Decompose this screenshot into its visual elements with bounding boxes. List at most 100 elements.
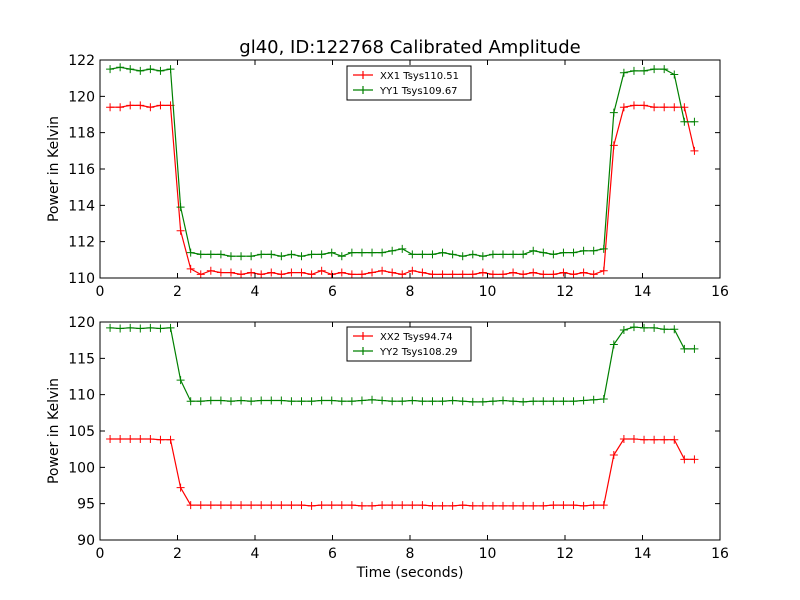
data-point [317,396,326,405]
data-point [438,248,447,257]
data-point [327,248,336,257]
data-point [136,324,145,333]
x-tick-label: 2 [173,546,182,562]
data-point [418,397,427,406]
data-point [458,270,467,279]
chart-panel-2: 0 2 4 6 8 10 12 14 16 90 95 100 105 110 115 120 Power in… [46,315,729,581]
data-point [297,252,306,261]
y-tick-label: 120 [68,315,95,331]
data-point [267,250,276,259]
data-point [216,250,225,259]
data-point [257,270,266,279]
legend-label: YY2 Tsys108.29 [379,347,458,358]
data-point [619,434,628,443]
data-point [206,250,215,259]
data-point [408,250,417,259]
legend: XX1 Tsys110.51 YY1 Tsys109.67 [346,65,472,101]
data-point [448,250,457,259]
data-point [529,501,538,510]
data-point [156,324,165,333]
x-tick-label: 14 [634,546,652,562]
data-point [499,501,507,510]
x-tick-label: 8 [406,284,415,300]
data-point [347,501,356,510]
data-point [509,501,518,510]
x-tick-label: 10 [479,284,497,300]
data-point [357,396,366,405]
x-tick-label: 12 [556,546,574,562]
data-point [499,250,507,259]
x-tick-label: 16 [711,546,729,562]
data-point [398,270,407,279]
data-point [640,323,649,332]
data-point [106,65,115,74]
data-point [660,65,669,74]
data-point [357,270,366,279]
data-point [609,340,618,349]
x-tick-label: 16 [711,284,729,300]
data-point [559,268,568,277]
series-1-1 [106,101,699,279]
data-point [609,108,618,117]
data-point [196,397,205,406]
data-point [267,268,276,277]
data-point [287,397,296,406]
data-point [448,396,457,405]
data-point [579,396,588,405]
data-point [378,248,387,257]
legend-label: XX2 Tsys94.74 [380,332,453,343]
data-point [237,501,246,510]
data-point [237,270,246,279]
data-point [156,101,165,110]
data-point [529,246,538,255]
data-point [468,250,477,259]
y-tick-label: 115 [68,351,95,367]
data-point [619,103,628,112]
data-point [186,248,195,257]
data-point [388,268,397,277]
data-point [650,435,659,444]
data-point [317,266,326,275]
data-point [418,501,427,510]
data-point [690,344,699,353]
data-point [287,268,296,277]
data-point [660,435,669,444]
data-point [166,435,175,444]
data-point [640,101,649,110]
y-tick-label: 122 [68,53,95,69]
x-tick-label: 12 [556,284,574,300]
data-point [599,395,608,404]
y-tick-label: 110 [68,271,95,287]
data-point [458,501,467,510]
data-point [247,252,256,261]
data-point [176,376,185,385]
data-point [640,66,649,75]
data-point [347,397,356,406]
data-point [398,244,407,253]
data-point [539,501,548,510]
data-point [186,501,195,510]
data-point [116,324,125,333]
x-tick-label: 6 [328,284,337,300]
data-point [368,395,377,404]
data-point [559,501,568,510]
data-point [438,270,447,279]
data-point [226,501,235,510]
data-point [357,501,366,510]
data-point [529,397,538,406]
data-point [206,396,215,405]
data-point [690,455,699,464]
data-point [660,103,669,112]
chart-panels: 0 2 4 6 8 10 12 14 16110112114116118120122Power … [46,53,729,581]
data-point [680,344,689,353]
legend-box [346,326,472,362]
x-tick-label: 4 [251,284,260,300]
data-point [499,396,507,405]
data-point [488,270,497,279]
data-point [640,435,649,444]
data-point [156,435,165,444]
data-point [660,325,669,334]
data-point [297,397,306,406]
data-point [226,397,235,406]
data-point [529,268,538,277]
